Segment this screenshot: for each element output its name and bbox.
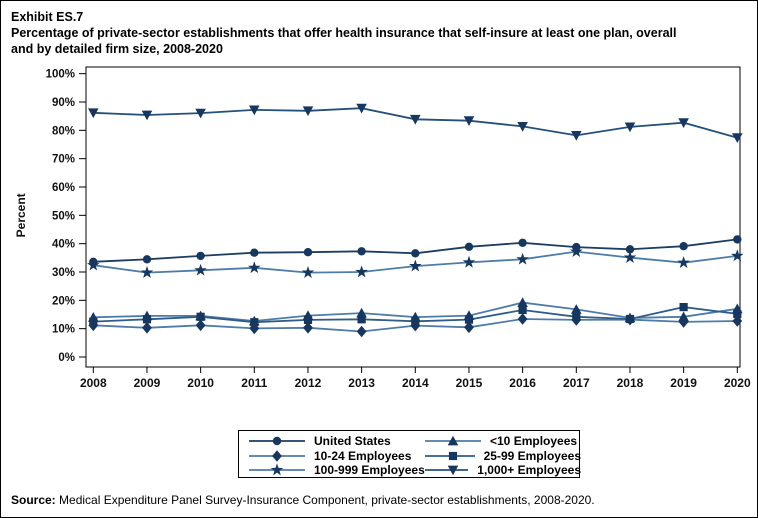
legend-label: United States [314,434,391,449]
diamond-marker-icon [249,449,305,462]
y-axis: 0% 10% 20% 30% 40% 50% 60% 70% 80% 90% 100% Percent [14,69,86,364]
y-tick-label: 40% [52,239,75,251]
x-tick-label: 2014 [402,376,429,390]
legend-item-10-24-employees: 10-24 Employees [249,449,425,463]
source-text: Medical Expenditure Panel Survey-Insuran… [55,493,595,507]
x-tick-label: 2012 [295,376,322,390]
x-tick-label: 2020 [724,376,751,390]
chart-legend: United States <10 Employees 10-24 Employ… [238,430,581,478]
x-tick-label: 2017 [563,376,590,390]
chart-title-line2: and by detailed firm size, 2008-2020 [11,42,223,56]
legend-label: 1,000+ Employees [477,463,581,478]
exhibit-number: Exhibit ES.7 [11,10,84,24]
chart-title-line1: Percentage of private-sector establishme… [11,26,677,40]
plot-area [85,66,741,368]
x-tick-label: 2015 [456,376,483,390]
y-tick-label: 50% [52,210,75,222]
legend-item-25-99-employees: 25-99 Employees [425,449,581,463]
x-tick-label: 2019 [670,376,697,390]
legend-label: <10 Employees [490,434,578,449]
title-block: Exhibit ES.7 Percentage of private-secto… [11,9,676,57]
x-tick-label: 2009 [134,376,161,390]
source-label: Source: [11,493,56,507]
legend-item-lt10-employees: <10 Employees [425,434,581,448]
source-note: Source: Medical Expenditure Panel Survey… [11,493,595,507]
x-tick-label: 2018 [617,376,644,390]
triangle-down-marker-icon [425,465,469,476]
x-tick-label: 2008 [80,376,107,390]
x-tick-label: 2013 [348,376,375,390]
y-tick-label: 60% [52,182,75,194]
square-marker-icon [89,303,742,327]
x-tick-label: 2011 [241,376,267,390]
legend-item-1000plus-employees: 1,000+ Employees [425,463,581,477]
legend-label: 100-999 Employees [314,463,425,478]
legend-label: 10-24 Employees [314,448,412,463]
y-tick-label: 10% [52,324,75,336]
y-tick-label: 80% [52,125,75,137]
y-tick-label: 0% [58,352,75,364]
circle-marker-icon [89,235,742,266]
y-tick-label: 100% [46,69,75,81]
y-tick-label: 70% [52,154,75,166]
y-tick-label: 30% [52,267,75,279]
star-marker-icon [249,463,305,476]
legend-item-united-states: United States [249,434,425,448]
star-marker-icon [87,245,744,278]
x-tick-label: 2010 [187,376,214,390]
y-tick-label: 20% [52,295,75,307]
triangle-up-marker-icon [425,435,481,446]
square-marker-icon [425,451,475,460]
y-tick-label: 90% [52,97,75,109]
y-axis-title: Percent [14,193,28,237]
circle-marker-icon [249,437,305,446]
x-axis: 2008 2009 2010 2011 2012 2013 2014 2015 2016 2017… [80,367,751,390]
x-tick-label: 2016 [509,376,536,390]
triangle-down-marker-icon [88,103,743,143]
line-chart: 0% 10% 20% 30% 40% 50% 60% 70% 80% 90% 100% Percent… [14,66,751,390]
legend-label: 25-99 Employees [483,448,581,463]
legend-item-100-999-employees: 100-999 Employees [249,463,425,477]
